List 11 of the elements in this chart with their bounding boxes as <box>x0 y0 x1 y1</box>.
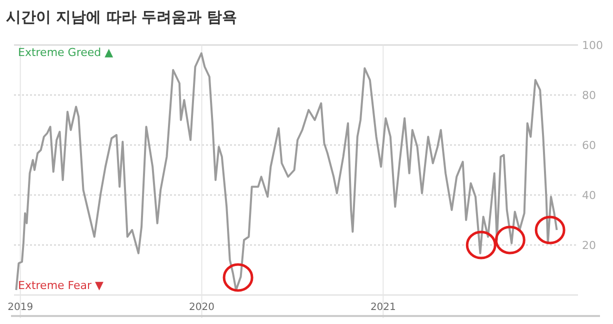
annotation: Extreme Greed ▲ <box>18 46 114 59</box>
y-tick-label: 20 <box>582 238 596 252</box>
x-tick-label: 2020 <box>189 302 214 313</box>
x-tick-label: 2021 <box>370 302 396 313</box>
y-tick-label: 40 <box>582 188 596 202</box>
y-tick-label: 60 <box>582 138 596 152</box>
y-tick-label: 80 <box>582 88 596 102</box>
x-tick-label: 2019 <box>8 302 34 313</box>
annotation: Extreme Fear ▼ <box>18 279 104 292</box>
chart-title: 시간이 지남에 따라 두려움과 탐욕 <box>6 8 237 26</box>
y-tick-label: 100 <box>582 38 603 52</box>
